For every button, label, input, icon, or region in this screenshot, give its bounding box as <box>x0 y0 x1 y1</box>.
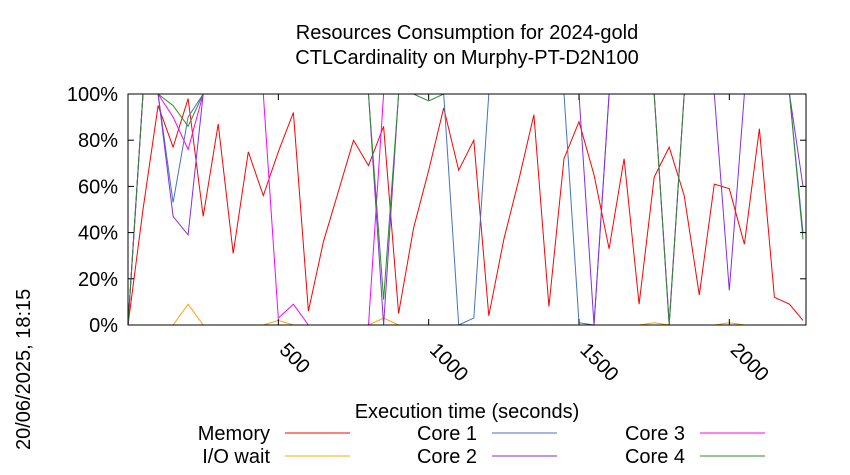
legend-label-memory: Memory <box>198 423 270 445</box>
series-line-core-1 <box>127 93 804 326</box>
legend-label-i-o-wait: I/O wait <box>202 446 270 468</box>
x-tick-label: 2000 <box>726 339 773 386</box>
plot-frame <box>127 93 807 326</box>
timestamp-label: 20/06/2025, 18:15 <box>13 289 35 450</box>
y-tick-label: 100% <box>67 84 118 106</box>
legend-label-core-3: Core 3 <box>625 423 685 445</box>
series-line-core-2 <box>127 93 804 326</box>
series-layer <box>127 93 804 326</box>
legend-label-core-2: Core 2 <box>417 446 477 468</box>
legend-label-core-4: Core 4 <box>625 446 685 468</box>
y-tick-label: 80% <box>78 130 118 152</box>
x-tick-label: 1500 <box>575 339 622 386</box>
x-tick-label: 1000 <box>425 339 472 386</box>
series-line-memory <box>127 98 804 326</box>
y-tick-label: 40% <box>78 223 118 245</box>
chart-subtitle: CTLCardinality on Murphy-PT-D2N100 <box>295 47 638 69</box>
axis-layer: 0% 20% 40% 60% 80% 100% 500 1000 1500 2000 <box>67 84 807 386</box>
y-tick-label: 60% <box>78 176 118 198</box>
legend-label-core-1: Core 1 <box>417 423 477 445</box>
y-tick-label: 20% <box>78 269 118 291</box>
y-tick-label: 0% <box>89 315 118 337</box>
chart-title: Resources Consumption for 2024-gold <box>296 22 638 44</box>
x-axis-label: Execution time (seconds) <box>355 401 580 423</box>
series-line-core-3 <box>127 93 803 326</box>
x-tick-label: 500 <box>275 339 314 378</box>
series-line-core-4 <box>127 93 804 326</box>
